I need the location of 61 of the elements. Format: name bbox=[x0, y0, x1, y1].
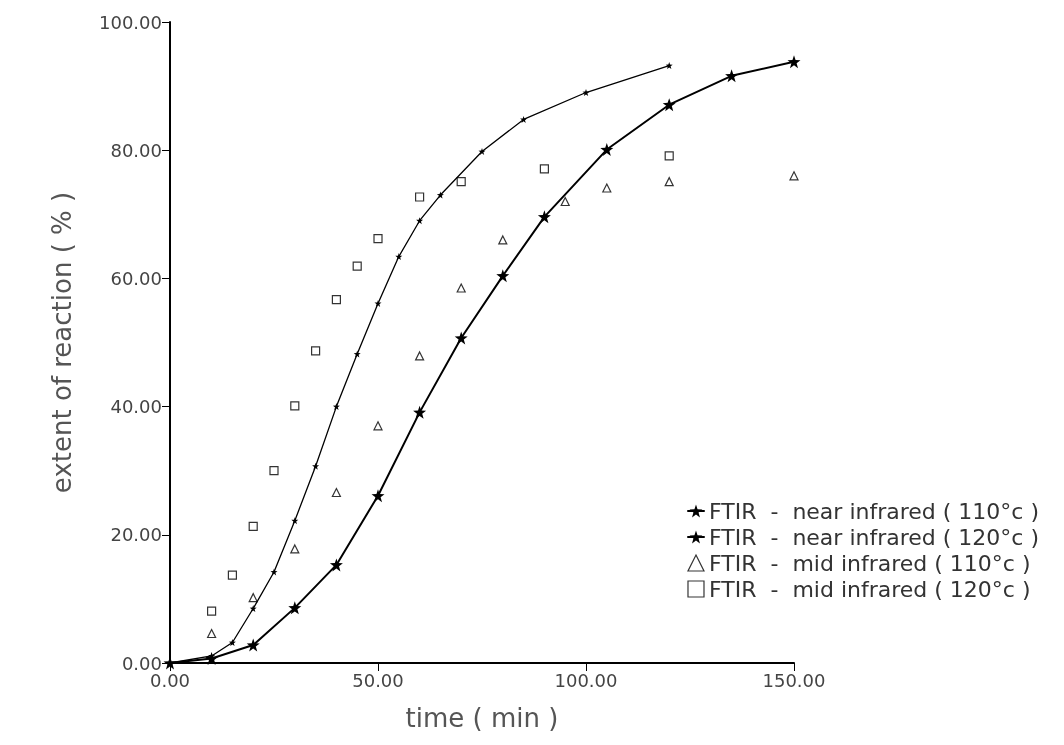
x-axis-title: time ( min ) bbox=[405, 703, 559, 733]
point bbox=[353, 350, 361, 358]
point bbox=[288, 601, 302, 615]
x-tick-label: 150.00 bbox=[762, 669, 826, 691]
y-tick-label: 100.00 bbox=[99, 11, 162, 33]
point bbox=[311, 346, 321, 356]
point bbox=[248, 521, 258, 532]
x-tick-label: 100.00 bbox=[554, 669, 618, 691]
legend-label: FTIR - mid infrared ( 110°c ) bbox=[708, 550, 1031, 576]
point bbox=[331, 294, 341, 305]
point bbox=[371, 489, 385, 503]
point bbox=[249, 605, 257, 613]
point bbox=[246, 638, 260, 652]
point bbox=[415, 192, 425, 202]
y-axis-title: extent of reaction ( % ) bbox=[47, 191, 77, 494]
point bbox=[560, 196, 570, 207]
point bbox=[456, 283, 466, 293]
legend-label: FTIR - near infrared ( 110°c ) bbox=[708, 498, 1039, 524]
y-tick-label: 80.00 bbox=[110, 139, 162, 161]
point bbox=[290, 544, 300, 554]
point bbox=[395, 253, 403, 261]
point bbox=[454, 331, 468, 345]
point bbox=[498, 235, 508, 245]
point bbox=[269, 466, 279, 476]
point bbox=[290, 401, 300, 411]
x-tick-label: 50.00 bbox=[352, 669, 404, 691]
point bbox=[312, 462, 320, 470]
point bbox=[227, 570, 237, 580]
point bbox=[331, 487, 341, 498]
point bbox=[207, 606, 217, 616]
point bbox=[373, 234, 383, 244]
point bbox=[539, 164, 549, 174]
point bbox=[248, 593, 258, 603]
point bbox=[291, 517, 299, 525]
point bbox=[496, 269, 510, 283]
point bbox=[787, 55, 801, 69]
point bbox=[725, 69, 739, 83]
point bbox=[373, 421, 383, 431]
point bbox=[329, 558, 343, 572]
point bbox=[537, 210, 551, 224]
point bbox=[456, 177, 466, 187]
point bbox=[352, 261, 362, 271]
point bbox=[415, 351, 425, 361]
point bbox=[662, 98, 676, 112]
point bbox=[413, 405, 427, 419]
point bbox=[602, 183, 612, 193]
y-tick-label: 40.00 bbox=[110, 396, 162, 418]
point bbox=[270, 568, 278, 576]
point bbox=[789, 171, 799, 181]
point bbox=[520, 115, 528, 123]
point bbox=[207, 628, 217, 639]
point bbox=[665, 62, 673, 70]
point bbox=[374, 299, 382, 307]
legend-label: FTIR - mid infrared ( 120°c ) bbox=[708, 576, 1031, 602]
point bbox=[664, 151, 674, 161]
legend-label: FTIR - near infrared ( 120°c ) bbox=[708, 524, 1039, 550]
y-tick-label: 20.00 bbox=[110, 524, 162, 546]
point bbox=[600, 143, 614, 157]
y-tick-label: 60.00 bbox=[110, 267, 162, 289]
point bbox=[664, 177, 674, 187]
point bbox=[436, 191, 444, 199]
